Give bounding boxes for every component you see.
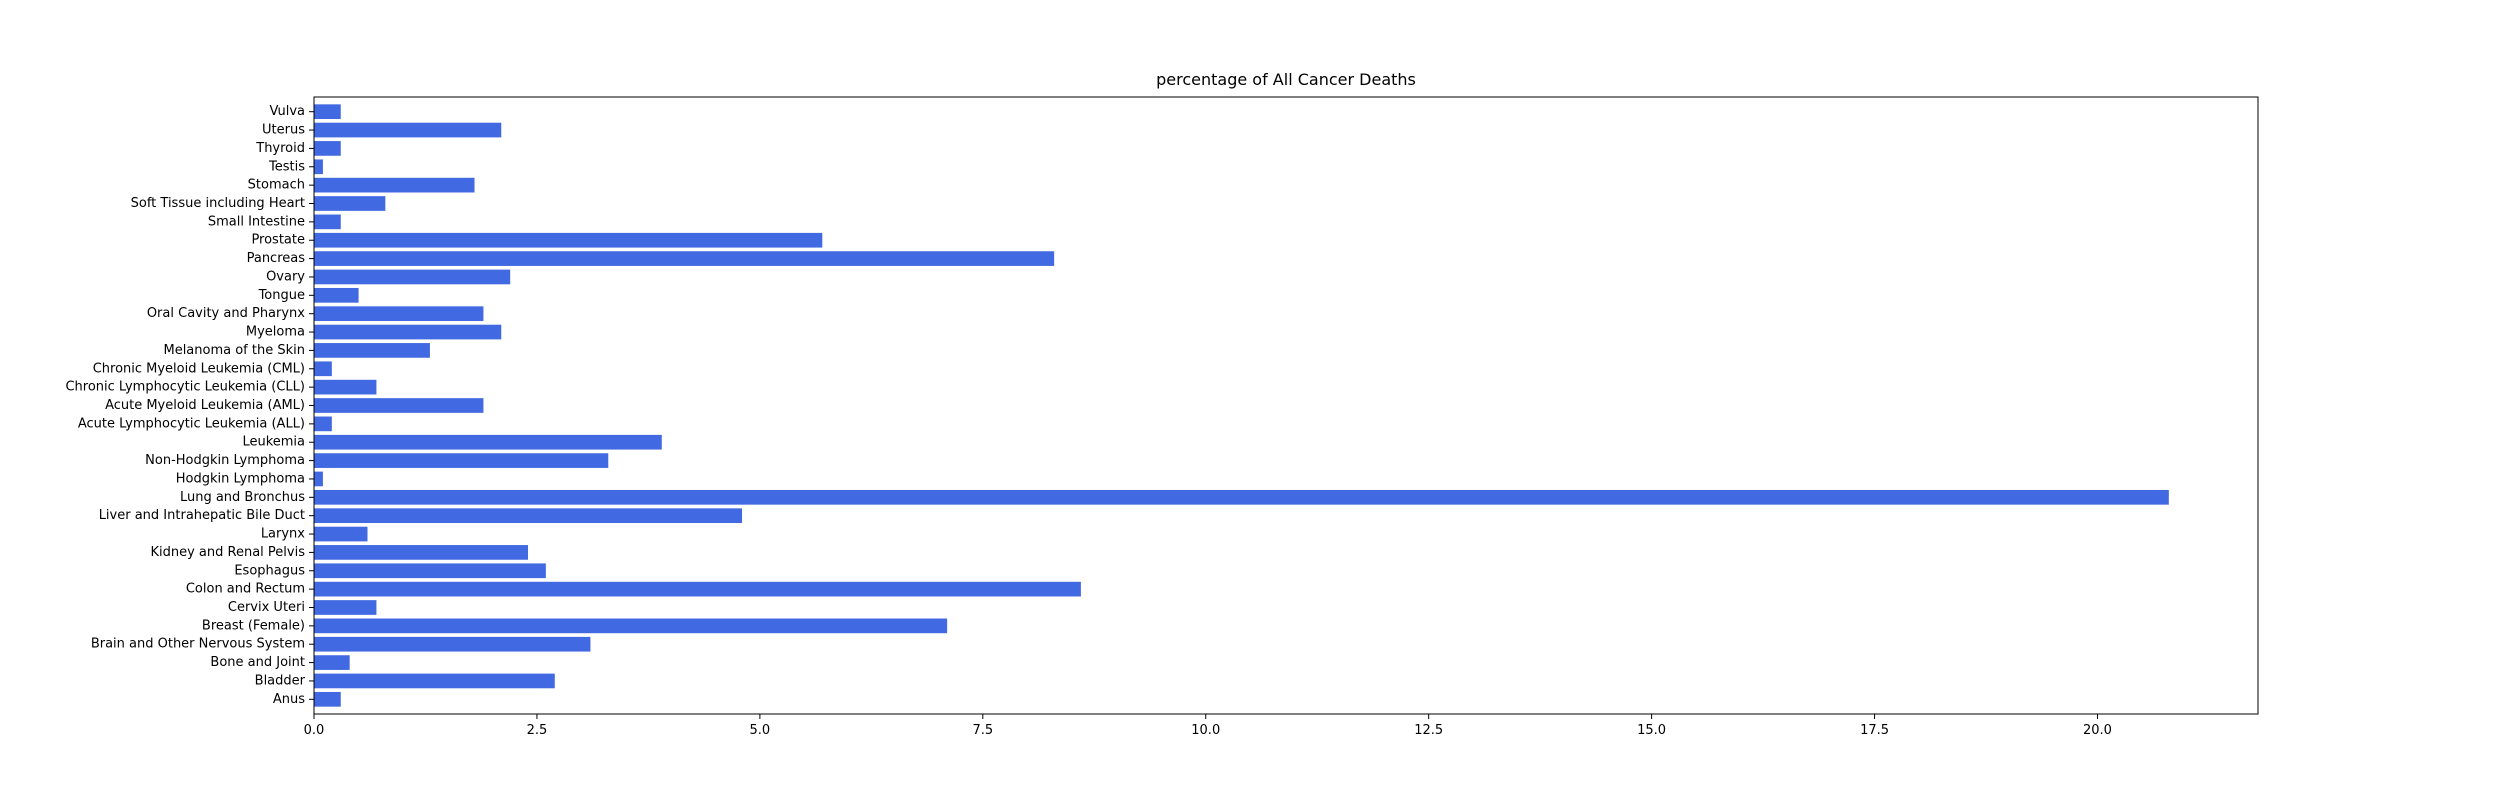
y-tick-label: Ovary xyxy=(266,269,305,284)
chart-title: percentage of All Cancer Deaths xyxy=(1156,70,1416,89)
bar xyxy=(314,287,359,303)
y-tick-label: Vulva xyxy=(269,104,305,119)
bar xyxy=(314,673,555,689)
bar xyxy=(314,471,323,487)
bar xyxy=(314,141,341,156)
bar xyxy=(314,636,591,652)
bar xyxy=(314,398,484,413)
y-tick-label: Pancreas xyxy=(247,251,306,266)
bar xyxy=(314,508,743,524)
y-tick-label: Thyroid xyxy=(255,141,305,156)
bar xyxy=(314,159,323,175)
bar xyxy=(314,196,386,211)
bars-layer xyxy=(314,104,2169,707)
y-tick-label: Larynx xyxy=(261,527,305,542)
y-axis: Anus Bladder Bone and Joint Brain and Other… xyxy=(65,104,314,707)
bar xyxy=(314,526,368,542)
bar xyxy=(314,691,341,707)
bar xyxy=(314,122,502,138)
y-tick-label: Non-Hodgkin Lymphoma xyxy=(145,453,305,468)
bar xyxy=(314,232,823,248)
bar xyxy=(314,618,948,634)
y-tick-label: Esophagus xyxy=(234,563,305,578)
y-tick-label: Lung and Bronchus xyxy=(180,490,305,505)
y-tick-label: Anus xyxy=(273,692,305,707)
x-tick-label: 12.5 xyxy=(1414,723,1443,738)
y-tick-label: Kidney and Renal Pelvis xyxy=(150,545,305,560)
x-tick-label: 20.0 xyxy=(2083,723,2112,738)
bar xyxy=(314,306,484,322)
y-tick-label: Leukemia xyxy=(242,435,305,450)
bar xyxy=(314,251,1055,266)
bar xyxy=(314,655,350,670)
y-tick-label: Acute Myeloid Leukemia (AML) xyxy=(105,398,305,413)
bar xyxy=(314,416,332,432)
bar xyxy=(314,581,1081,597)
x-tick-label: 7.5 xyxy=(972,723,993,738)
x-tick-label: 15.0 xyxy=(1637,723,1666,738)
y-tick-label: Bone and Joint xyxy=(210,655,305,670)
x-tick-label: 0.0 xyxy=(304,723,325,738)
bar xyxy=(314,453,609,468)
y-tick-label: Chronic Lymphocytic Leukemia (CLL) xyxy=(65,380,305,395)
y-tick-label: Colon and Rectum xyxy=(186,582,305,597)
y-tick-label: Cervix Uteri xyxy=(228,600,305,615)
bar xyxy=(314,379,377,395)
y-tick-label: Acute Lymphocytic Leukemia (ALL) xyxy=(78,416,305,431)
y-tick-label: Liver and Intrahepatic Bile Duct xyxy=(99,508,305,523)
y-tick-label: Hodgkin Lymphoma xyxy=(176,471,305,486)
y-tick-label: Melanoma of the Skin xyxy=(163,343,305,358)
bar xyxy=(314,434,662,450)
bar xyxy=(314,600,377,615)
y-tick-label: Myeloma xyxy=(246,325,305,340)
y-tick-label: Chronic Myeloid Leukemia (CML) xyxy=(93,361,305,376)
x-tick-label: 17.5 xyxy=(1860,723,1889,738)
y-tick-label: Soft Tissue including Heart xyxy=(131,196,305,211)
bar xyxy=(314,324,502,340)
bar xyxy=(314,214,341,230)
bar xyxy=(314,104,341,120)
bar xyxy=(314,269,511,285)
bar xyxy=(314,563,546,579)
y-tick-label: Oral Cavity and Pharynx xyxy=(147,306,305,321)
plot-frame xyxy=(313,96,2259,715)
y-tick-label: Small Intestine xyxy=(208,214,305,229)
x-axis: 0.0 2.5 5.0 7.5 10.0 12.5 15.0 17.5 20.0 xyxy=(304,714,2112,738)
y-tick-label: Tongue xyxy=(258,288,305,303)
bar xyxy=(314,545,529,560)
bar xyxy=(314,489,2169,505)
y-tick-label: Stomach xyxy=(248,178,305,193)
bar xyxy=(314,361,332,377)
y-tick-label: Bladder xyxy=(255,673,306,688)
y-tick-label: Brain and Other Nervous System xyxy=(91,637,305,652)
x-tick-label: 2.5 xyxy=(527,723,548,738)
y-tick-label: Breast (Female) xyxy=(202,618,305,633)
x-tick-label: 5.0 xyxy=(750,723,771,738)
x-tick-label: 10.0 xyxy=(1191,723,1220,738)
y-tick-label: Uterus xyxy=(262,123,305,138)
bar xyxy=(314,343,430,358)
y-tick-label: Prostate xyxy=(251,233,305,248)
y-tick-label: Testis xyxy=(268,159,305,174)
bar xyxy=(314,177,475,193)
